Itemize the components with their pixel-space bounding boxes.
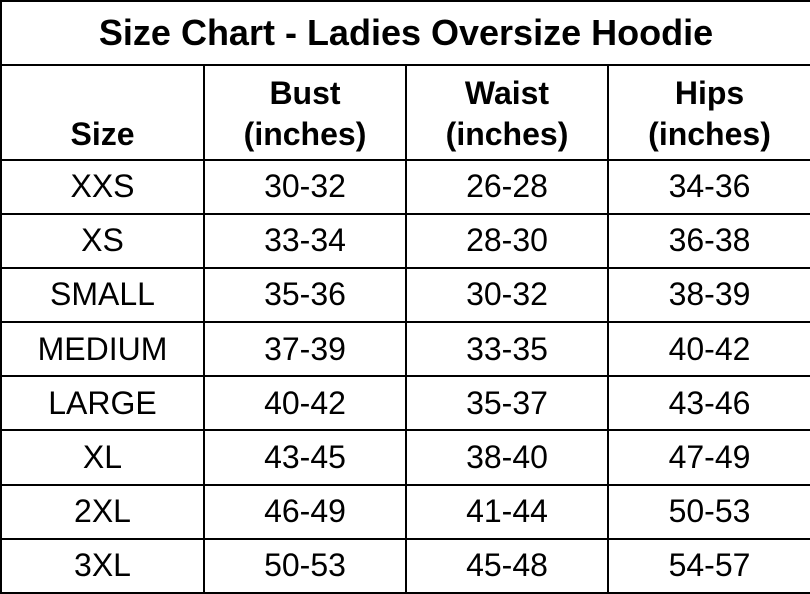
cell: 38-39 bbox=[607, 266, 810, 324]
cell: 33-34 bbox=[203, 212, 407, 269]
table-title: Size Chart - Ladies Oversize Hoodie bbox=[0, 0, 810, 67]
header-cell: Size bbox=[0, 64, 205, 161]
cell: 40-42 bbox=[607, 321, 810, 378]
cell: 46-49 bbox=[203, 483, 407, 540]
data-row: XL 43-45 38-40 47-49 bbox=[0, 429, 810, 486]
cell: 43-45 bbox=[203, 429, 407, 486]
cell: 35-36 bbox=[203, 266, 407, 324]
cell: 2XL bbox=[0, 483, 205, 540]
cell: 41-44 bbox=[405, 483, 609, 540]
cell: MEDIUM bbox=[0, 321, 205, 378]
title-row: Size Chart - Ladies Oversize Hoodie bbox=[0, 0, 810, 67]
cell: 33-35 bbox=[405, 321, 609, 378]
cell: 45-48 bbox=[405, 537, 609, 594]
cell: 34-36 bbox=[607, 158, 810, 215]
data-row: 3XL 50-53 45-48 54-57 bbox=[0, 537, 810, 594]
cell: 43-46 bbox=[607, 375, 810, 432]
data-row: XS 33-34 28-30 36-38 bbox=[0, 212, 810, 269]
cell: 38-40 bbox=[405, 429, 609, 486]
cell: XXS bbox=[0, 158, 205, 215]
header-row: Size Bust (inches) Waist (inches) Hips (inc… bbox=[0, 64, 810, 161]
cell: LARGE bbox=[0, 375, 205, 432]
cell: 30-32 bbox=[405, 266, 609, 324]
cell: 47-49 bbox=[607, 429, 810, 486]
header-cell: Bust (inches) bbox=[203, 64, 407, 161]
cell: XS bbox=[0, 212, 205, 269]
cell: 28-30 bbox=[405, 212, 609, 269]
data-row: LARGE 40-42 35-37 43-46 bbox=[0, 375, 810, 432]
cell: 36-38 bbox=[607, 212, 810, 269]
cell: XL bbox=[0, 429, 205, 486]
data-row: SMALL 35-36 30-32 38-39 bbox=[0, 266, 810, 324]
data-row: 2XL 46-49 41-44 50-53 bbox=[0, 483, 810, 540]
cell: 50-53 bbox=[203, 537, 407, 594]
header-cell: Waist (inches) bbox=[405, 64, 609, 161]
cell: 37-39 bbox=[203, 321, 407, 378]
data-row: XXS 30-32 26-28 34-36 bbox=[0, 158, 810, 215]
cell: SMALL bbox=[0, 266, 205, 324]
cell: 30-32 bbox=[203, 158, 407, 215]
header-cell: Hips (inches) bbox=[607, 64, 810, 161]
cell: 54-57 bbox=[607, 537, 810, 594]
data-row: MEDIUM 37-39 33-35 40-42 bbox=[0, 321, 810, 378]
cell: 40-42 bbox=[203, 375, 407, 432]
cell: 50-53 bbox=[607, 483, 810, 540]
cell: 35-37 bbox=[405, 375, 609, 432]
cell: 26-28 bbox=[405, 158, 609, 215]
cell: 3XL bbox=[0, 537, 205, 594]
